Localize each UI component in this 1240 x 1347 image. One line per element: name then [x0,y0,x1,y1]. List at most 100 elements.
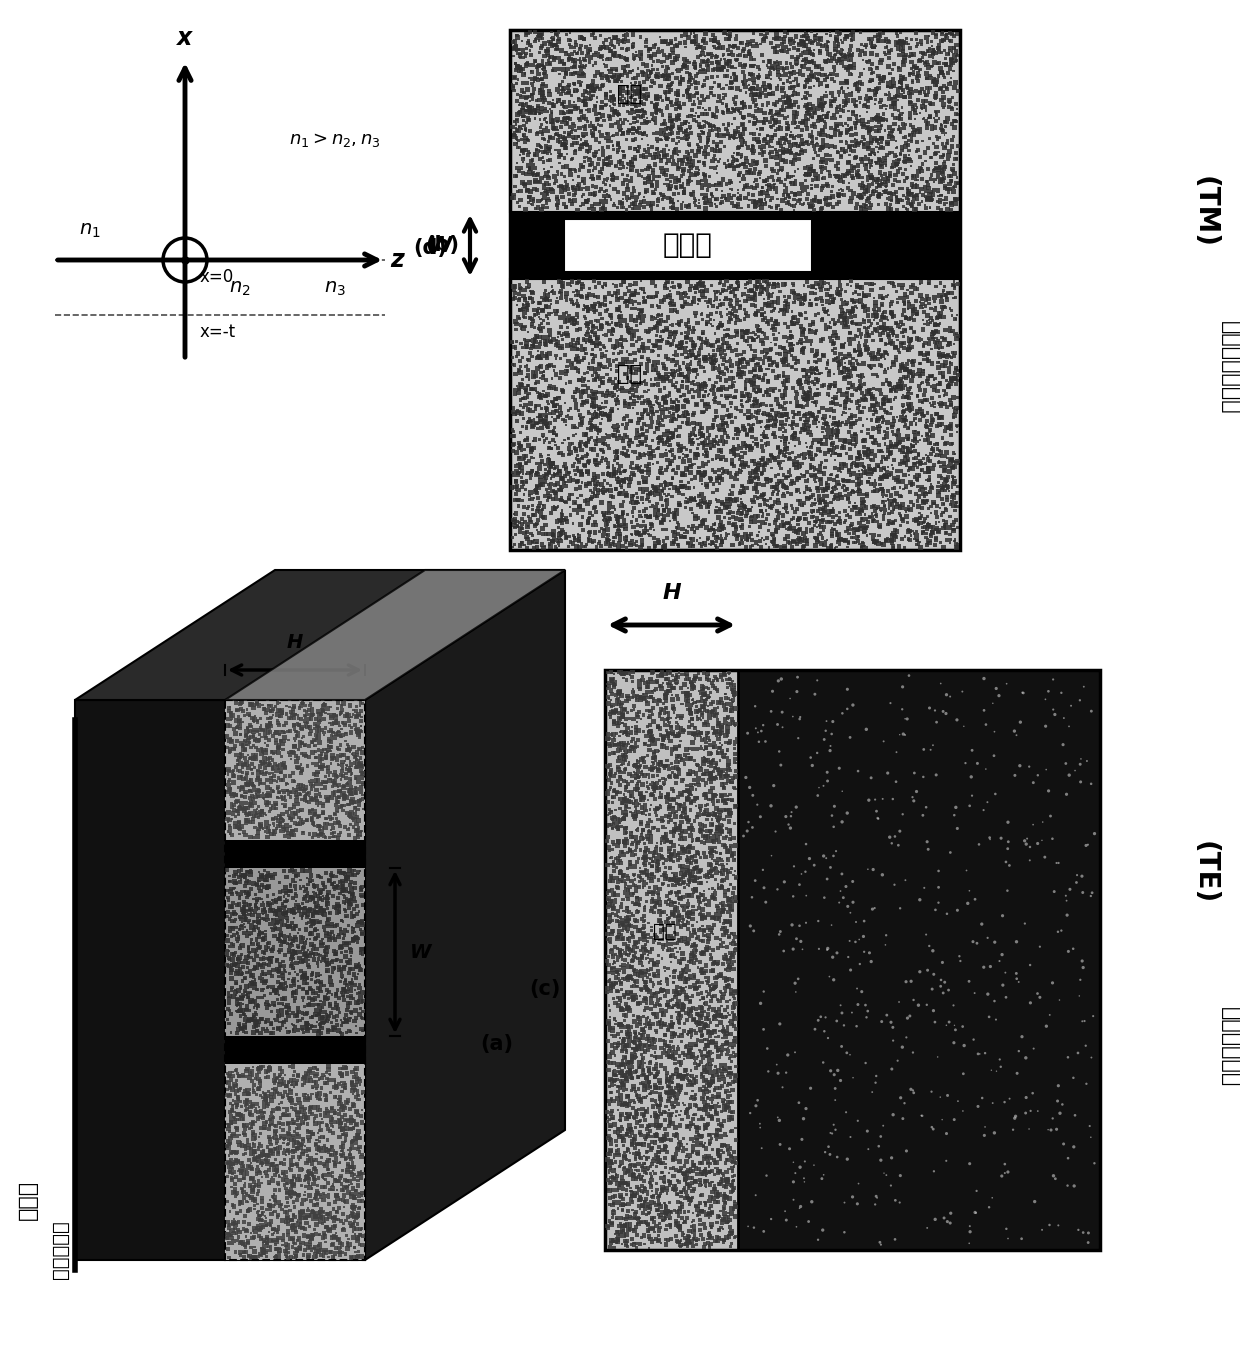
Point [635,139,655,160]
Point [534,466,554,488]
Point [823,711,843,733]
Point [236,872,255,893]
Point [722,1175,742,1196]
Point [241,917,260,939]
Point [330,896,350,917]
Point [750,58,770,79]
Point [655,113,675,135]
Point [513,148,533,170]
Point [635,911,655,932]
Point [619,880,639,901]
Point [513,294,533,315]
Point [696,694,715,715]
Point [717,404,737,426]
Point [880,318,900,339]
Point [255,1215,275,1237]
Point [890,1087,910,1109]
Point [723,36,743,58]
Point [668,1004,688,1025]
Point [306,787,326,808]
Point [853,430,873,451]
Point [808,461,828,482]
Point [343,1158,363,1180]
Point [508,59,528,81]
Point [293,1002,312,1024]
Point [765,535,785,556]
Point [681,702,701,723]
Point [683,878,703,900]
Point [547,511,567,532]
Point [636,471,656,493]
Point [249,1218,269,1239]
Point [341,1206,361,1227]
Point [537,399,557,420]
Point [756,892,776,913]
Point [348,1204,368,1226]
Point [615,882,635,904]
Point [331,1099,351,1121]
Point [613,1200,632,1222]
Point [789,467,808,489]
Point [931,504,951,525]
Point [611,974,631,995]
Point [924,392,944,414]
Point [776,36,796,58]
Point [614,758,634,780]
Point [756,96,776,117]
Point [699,1204,719,1226]
Point [547,120,567,141]
Point [227,923,247,944]
Point [544,395,564,416]
Point [226,873,246,894]
Point [869,194,889,216]
Point [873,509,893,531]
Point [868,104,888,125]
Point [792,55,812,77]
Point [249,1057,269,1079]
Point [796,23,816,44]
Point [539,84,559,105]
Point [718,1212,738,1234]
Point [278,721,298,742]
Point [802,116,822,137]
Point [792,341,812,362]
Point [688,772,708,793]
Point [684,1220,704,1242]
Point [742,279,761,300]
Point [635,1161,655,1183]
Point [725,993,745,1014]
Point [698,59,718,81]
Point [557,457,577,478]
Point [671,977,691,998]
Point [667,672,687,694]
Point [715,981,735,1002]
Point [340,881,360,902]
Point [221,907,241,928]
Point [241,1102,260,1123]
Point [268,989,288,1010]
Point [518,295,538,317]
Point [316,756,336,777]
Point [588,329,608,350]
Point [691,902,711,924]
Point [585,182,605,203]
Point [837,123,857,144]
Point [714,275,734,296]
Point [776,409,796,431]
Point [684,1088,704,1110]
Point [533,365,553,387]
Point [565,36,585,58]
Point [730,102,750,124]
Point [335,898,355,920]
Point [219,985,239,1006]
Point [841,50,861,71]
Point [615,47,635,69]
Point [681,702,701,723]
Point [711,723,730,745]
Point [733,108,753,129]
Point [766,54,786,75]
Point [288,923,308,944]
Point [336,907,356,928]
Point [584,369,604,391]
Point [258,717,278,738]
